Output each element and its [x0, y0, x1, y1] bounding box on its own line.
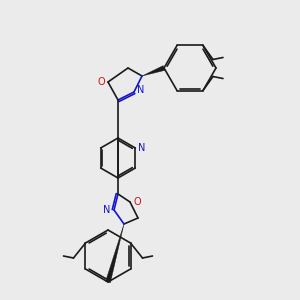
Text: O: O [97, 77, 105, 87]
Text: N: N [138, 143, 145, 153]
Text: O: O [133, 197, 141, 207]
Text: N: N [137, 85, 145, 95]
Polygon shape [106, 224, 124, 283]
Polygon shape [142, 66, 165, 76]
Text: N: N [103, 205, 111, 215]
